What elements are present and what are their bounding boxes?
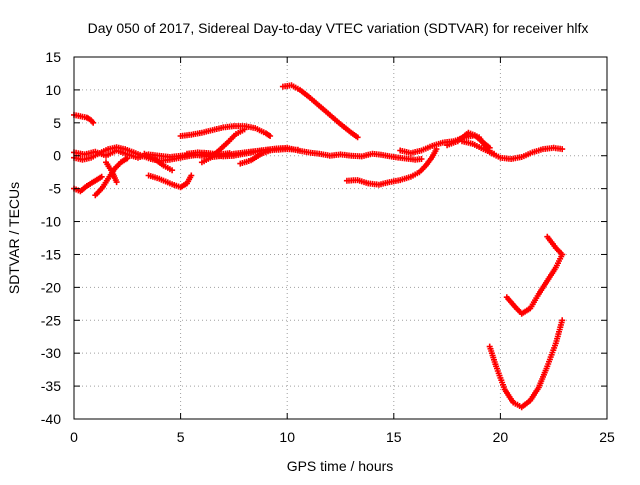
y-tick-label: -15	[41, 246, 61, 262]
y-axis-label: SDTVAR / TECUs	[6, 182, 22, 294]
y-tick-label: -10	[41, 214, 61, 230]
series-markers	[184, 149, 233, 158]
series-track-7	[145, 172, 195, 191]
series-markers	[544, 233, 566, 258]
tick-layer: 0 5 10 15 20 25 15 10 5 0 -5 -10 -15 -20 -25 -30 -35 -40	[41, 49, 615, 445]
series-track-9	[177, 123, 274, 139]
series-track-6	[103, 159, 120, 186]
y-tick-label: 10	[45, 82, 61, 98]
x-tick-label: 10	[279, 429, 295, 445]
y-tick-label: 5	[53, 115, 61, 131]
y-tick-label: 0	[53, 148, 61, 164]
series-track-1	[71, 111, 97, 126]
grid-layer	[74, 57, 607, 419]
x-tick-label: 20	[493, 429, 509, 445]
series-markers	[141, 150, 176, 174]
series-track-14	[343, 146, 440, 188]
series-markers	[145, 172, 195, 191]
chart-title: Day 050 of 2017, Sidereal Day-to-day VTE…	[88, 20, 589, 36]
series-markers	[503, 251, 566, 317]
x-tick-label: 0	[70, 429, 78, 445]
series-markers	[177, 123, 274, 139]
series-track-20	[486, 317, 566, 411]
y-tick-label: -30	[41, 345, 61, 361]
series-track-18	[503, 251, 566, 317]
series-track-11	[237, 147, 274, 167]
series-markers	[279, 82, 361, 141]
y-tick-label: -25	[41, 312, 61, 328]
series-layer	[71, 82, 566, 411]
series-track-8	[141, 150, 176, 174]
series-track-13	[279, 82, 361, 141]
x-tick-label: 15	[386, 429, 402, 445]
series-markers	[71, 111, 97, 126]
x-tick-label: 5	[177, 429, 185, 445]
plot-area-frame	[73, 56, 608, 420]
y-tick-label: -20	[41, 279, 61, 295]
series-track-19	[544, 233, 566, 258]
y-tick-label: -40	[41, 411, 61, 427]
x-axis-label: GPS time / hours	[287, 458, 394, 474]
series-track-12	[184, 149, 233, 158]
y-tick-label: -5	[49, 181, 62, 197]
y-tick-label: -35	[41, 378, 61, 394]
series-markers	[459, 138, 497, 157]
series-markers	[486, 317, 566, 411]
series-markers	[343, 146, 440, 188]
y-tick-label: 15	[45, 49, 61, 65]
series-markers	[237, 147, 274, 167]
series-track-17	[459, 138, 497, 157]
series-track-16	[444, 129, 566, 162]
series-markers	[444, 129, 566, 162]
x-tick-label: 25	[599, 429, 615, 445]
series-markers	[103, 159, 120, 186]
